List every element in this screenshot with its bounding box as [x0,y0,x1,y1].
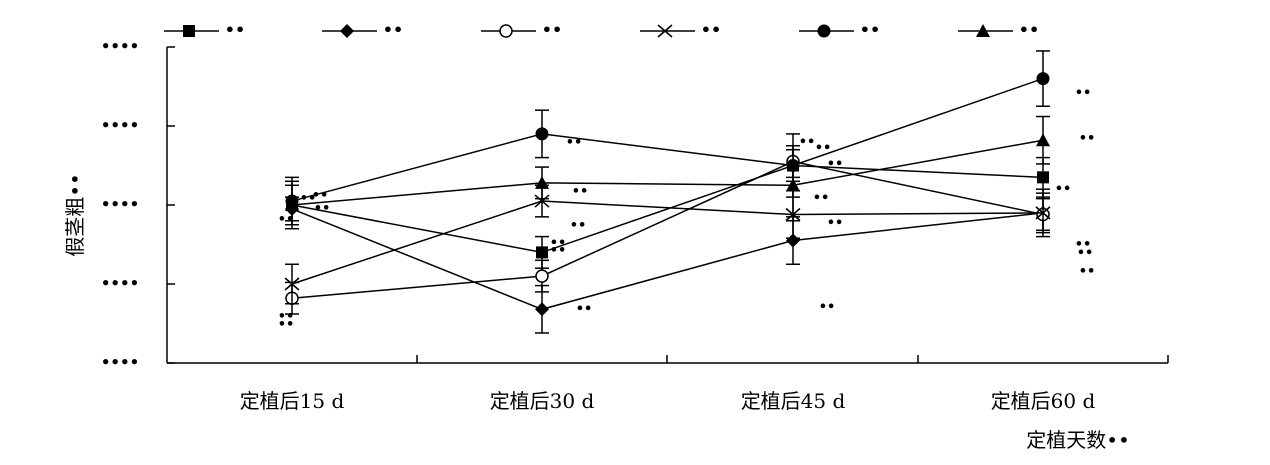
legend-label-1: •• [383,20,403,39]
y-tick-label-0: •••• [101,353,139,371]
series-5-point-0 [285,198,299,211]
series-3-point-3-stroke-b [1035,206,1051,220]
legend-marker-1 [340,24,354,38]
x-axis-label: 定植天数•• [1026,428,1130,452]
series-2-sig-letter-1: •• [550,243,567,258]
series-3 [284,184,1051,305]
series-0-point-1 [536,246,548,259]
legend-marker-3 [657,24,673,38]
legend-marker-3-stroke-b [657,24,673,38]
y-ticks: •••• •••• •••• •••• •••• [101,37,175,371]
series-4-sig-letter-2: •• [827,157,844,172]
series-3-point-1 [534,194,550,208]
series-0-sig-letter-0: •• [312,188,329,203]
legend-item-3: •• [640,20,721,39]
series-1-line [291,208,1044,311]
significance-letters: •••••••••••• •••••••••••••••• ••••••••••••… [278,86,1096,333]
x-category-label-3: 定植后60 d [991,389,1096,413]
legend-label-0: •• [225,20,245,39]
series-4-sig-letter-3: •• [1075,86,1092,101]
series-3-point-0-stroke-b [284,277,300,291]
series-5-sig-letter-3: •• [1079,131,1096,146]
series-2-sig-letter-3: •• [1077,245,1094,260]
legend-item-5: •• [958,20,1039,39]
legend-label-5: •• [1019,20,1039,39]
series-1-point-1 [535,302,549,317]
series-5-sig-letter-1: •• [572,184,589,199]
series-3-point-0 [284,277,300,291]
x-ticks: 定植后15 d 定植后30 d 定植后45 d 定植后60 d [240,355,1169,413]
series-2-line [291,160,1044,299]
legend-label-3: •• [701,20,721,39]
series [284,50,1051,334]
y-axis-label: 假茎粗•• [63,173,87,257]
series-0-sig-letter-2: •• [799,135,816,150]
legend-marker-5 [976,24,990,37]
series-2-sig-letter-2: •• [815,141,832,156]
legend: •• •• •• •• •• •• [164,20,1039,39]
series-1-sig-letter-1: •• [576,301,593,316]
legend-marker-2 [499,24,513,38]
series-0-point-3 [1037,171,1049,184]
series-3-point-1-stroke-b [534,194,550,208]
series-3-sig-letter-0: •• [278,309,295,324]
series-0-sig-letter-1: •• [550,235,567,250]
series-4-point-1 [535,127,549,141]
legend-item-2: •• [481,20,562,39]
legend-label-4: •• [860,20,880,39]
series-3-sig-letter-2: •• [827,215,844,230]
legend-marker-0 [183,25,195,37]
series-3-sig-letter-3: •• [1079,264,1096,279]
series-5 [285,115,1050,230]
series-3-sig-letter-1: •• [570,218,587,233]
series-0 [285,148,1050,269]
y-tick-label-4: •••• [101,37,139,55]
series-5-point-2 [786,178,800,192]
series-2-point-1 [535,269,549,283]
series-5-sig-letter-0: •• [278,212,295,227]
series-1-sig-letter-2: •• [819,300,836,315]
series-1-sig-letter-3: •• [1075,237,1092,252]
series-4-line [291,77,1044,202]
y-tick-label-2: •••• [101,195,139,213]
series-1-point-2 [786,233,800,248]
legend-marker-4 [817,24,831,38]
series-3-line [291,200,1044,285]
y-tick-label-3: •••• [101,116,139,134]
series-0-line [291,164,1044,254]
x-category-label-2: 定植后45 d [741,389,846,413]
legend-item-0: •• [164,20,245,39]
series-5-point-3 [1036,133,1050,147]
series-0-sig-letter-3: •• [1055,181,1072,196]
series-4-sig-letter-0: •• [300,191,317,206]
series-2 [285,145,1050,315]
legend-label-2: •• [542,20,562,39]
y-tick-label-1: •••• [101,274,139,292]
legend-item-4: •• [799,20,880,39]
series-3-point-3 [1035,206,1051,220]
legend-item-1: •• [322,20,403,39]
series-5-point-1 [535,175,549,189]
series-4-point-3 [1036,72,1050,86]
series-5-sig-letter-2: •• [813,190,830,205]
series-1-sig-letter-0: •• [314,201,331,216]
x-category-label-1: 定植后30 d [490,389,595,413]
series-4-sig-letter-1: •• [566,135,583,150]
x-category-label-0: 定植后15 d [240,389,345,413]
series-2-sig-letter-0: •• [278,317,295,332]
series-5-line [291,139,1044,206]
series-4 [285,50,1050,226]
